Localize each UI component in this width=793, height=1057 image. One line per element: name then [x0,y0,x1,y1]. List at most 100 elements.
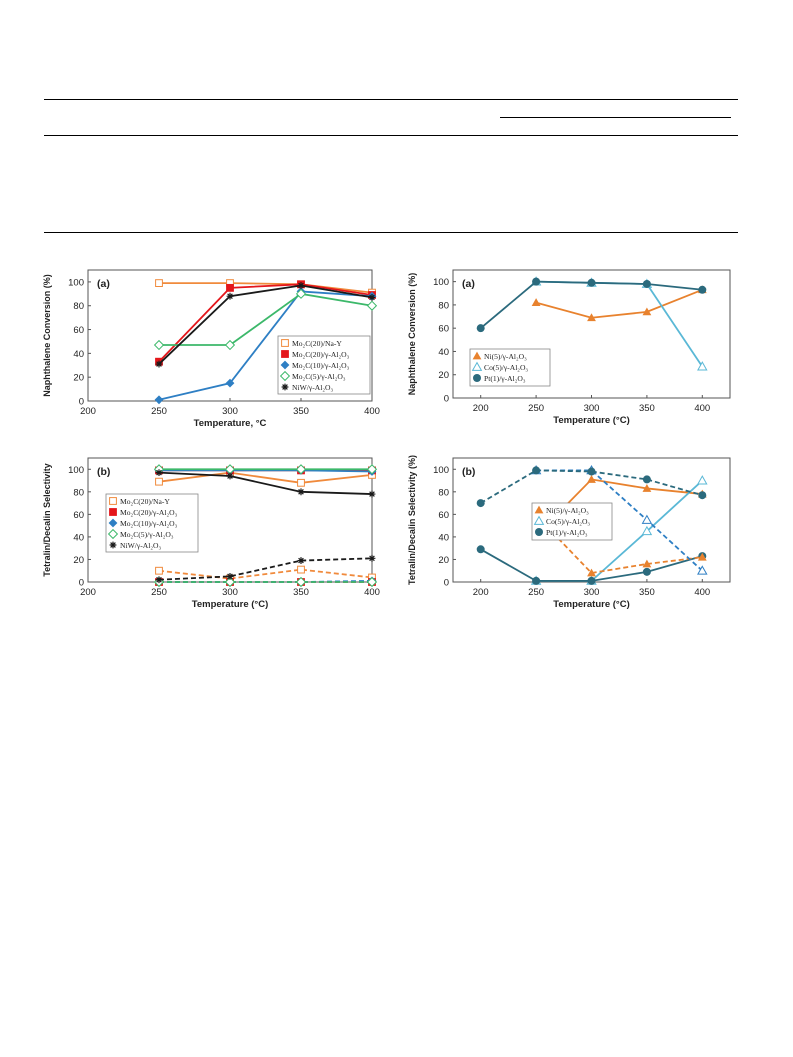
legend-label: Mo₂C(20)/Na-Y [120,497,170,506]
series-group [155,282,376,368]
data-point [587,278,596,287]
y-tick-label: 0 [444,578,449,589]
data-point [698,285,707,294]
x-tick-label: 400 [694,587,710,598]
data-point [642,567,651,576]
series-group [476,466,707,508]
data-point [587,475,596,483]
data-point [224,576,236,588]
series-line [159,292,373,346]
x-tick-label: 250 [151,406,167,417]
legend-label: Ni(5)/γ-Al₂O₃ [484,352,527,361]
series-line [158,283,373,363]
legend-label: Mo₂C(20)/γ-Al₂O₃ [292,350,350,359]
legend-label: Pt(1)/γ-Al₂O₃ [546,528,588,537]
data-point [295,464,307,475]
data-point [532,277,541,286]
panel-label: (b) [97,466,110,478]
series-line [158,471,373,495]
data-point [476,499,485,508]
legend-box [277,335,371,395]
x-tick-label: 400 [364,406,380,417]
legend-label: Ni(5)/γ-Al₂O₃ [546,506,589,515]
legend-label: Mo₂C(20)/Na-Y [292,339,342,348]
data-point [226,572,234,580]
data-point [642,279,651,288]
x-tick-label: 300 [222,406,238,417]
data-point [155,477,163,486]
legend: Ni(5)/γ-Al₂O₃ Co(5)/γ-Al₂O₃ Pt(1)/γ-Al₂O₃ [469,348,551,387]
legend-label: NiW/γ-Al₂O₃ [120,541,161,550]
y-tick-label: 0 [79,397,84,408]
x-axis-label: Temperature (°C) [192,599,268,610]
legend-label: Co(5)/γ-Al₂O₃ [484,363,528,372]
x-tick-label: 300 [584,587,600,598]
data-point [297,488,305,496]
panel-label: (b) [462,466,475,478]
legend-label: Mo₂C(5)/γ-Al₂O₃ [120,530,174,539]
legend: Ni(5)/γ-Al₂O₃ Co(5)/γ-Al₂O₃ Pt(1)/γ-Al₂O₃ [531,502,613,541]
panel-label: (a) [462,278,475,290]
y-axis-label: Tetralin/Decalin Selectivity (%) [407,455,417,585]
legend-marker [471,361,483,371]
legend-marker [281,339,289,347]
x-tick-label: 350 [293,587,309,598]
x-tick-label: 300 [222,587,238,598]
chart-bottom-left: 0 20 40 60 80 100 200 250 300 350 400 Temperature (… [42,457,380,610]
legend-box [469,348,551,387]
series-line [158,557,373,581]
legend-box [531,502,613,541]
y-tick-label: 80 [73,487,84,498]
data-point [476,324,485,333]
legend-marker [472,351,482,360]
legend-label: Mo₂C(10)/γ-Al₂O₃ [292,361,350,370]
series-line [158,568,373,580]
data-point [297,478,305,487]
y-tick-label: 80 [73,301,84,312]
x-axis-label: Temperature (°C) [553,599,629,610]
data-point [295,576,307,588]
legend-label: Co(5)/γ-Al₂O₃ [546,517,590,526]
data-point [531,298,541,306]
y-axis-label: Naphthalene Conversion (%) [42,274,52,397]
data-point [641,525,653,536]
data-point [587,467,596,476]
y-tick-label: 40 [73,349,84,360]
chart-panel-bottom-left: 0 20 40 60 80 100 200 250 300 350 400 Temperature (… [40,450,385,628]
legend-label: Pt(1)/γ-Al₂O₃ [484,374,526,383]
x-tick-label: 350 [639,403,655,414]
y-tick-label: 40 [438,347,449,358]
x-tick-label: 350 [639,587,655,598]
legend-marker [109,541,117,549]
series-line [480,469,703,504]
y-tick-label: 20 [73,373,84,384]
data-point [532,576,541,585]
chart-panel-top-right: 0 20 40 60 80 100 200 250 300 350 400 Temperature (… [405,262,750,444]
data-point [297,565,305,574]
data-point [226,283,234,292]
y-tick-label: 60 [438,324,449,335]
legend-label: Mo₂C(20)/γ-Al₂O₃ [120,508,178,517]
rule-short [500,117,731,118]
y-tick-label: 80 [438,300,449,311]
x-tick-label: 250 [528,403,544,414]
chart-bottom-right: 0 20 40 60 80 100 200 250 300 350 400 Temperature (… [407,455,731,610]
data-point [697,361,708,371]
y-tick-label: 0 [444,394,449,405]
legend: Mo₂C(20)/Na-Y Mo₂C(20)/γ-Al₂O₃ Mo₂C(10)/γ-… [105,493,199,553]
x-tick-label: 350 [293,406,309,417]
y-tick-label: 20 [438,370,449,381]
data-point [155,279,163,288]
data-point [297,557,305,564]
legend-marker [109,508,117,516]
y-tick-label: 60 [73,510,84,521]
x-axis-label: Temperature (°C) [553,415,629,426]
x-tick-label: 200 [473,587,489,598]
data-point [587,568,596,577]
series-group [153,288,378,351]
data-point [155,576,163,584]
data-point [155,469,163,477]
data-point [587,576,596,585]
y-tick-label: 80 [438,487,449,498]
series-line [159,469,373,473]
